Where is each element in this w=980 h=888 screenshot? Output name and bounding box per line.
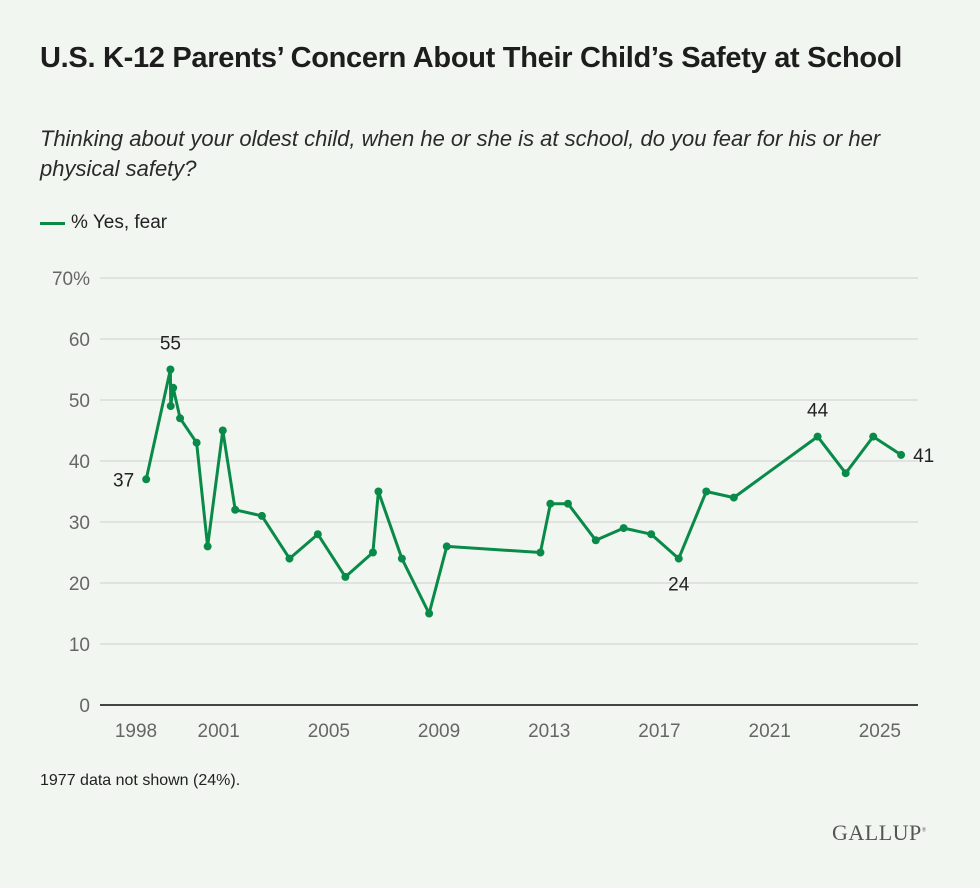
legend-label: % Yes, fear <box>71 212 168 233</box>
data-point <box>702 487 711 496</box>
data-point <box>546 499 555 508</box>
chart-subtitle: Thinking about your oldest child, when h… <box>40 126 881 181</box>
data-point <box>203 542 212 551</box>
data-label: 44 <box>807 401 829 422</box>
data-point <box>257 511 266 520</box>
data-point <box>285 554 294 563</box>
data-point <box>341 572 350 581</box>
x-tick-label: 2025 <box>859 721 901 742</box>
data-point <box>169 383 178 392</box>
data-point <box>374 487 383 496</box>
gallup-logo: GALLUP® <box>832 820 927 845</box>
data-point <box>729 493 738 502</box>
x-tick-label: 2017 <box>638 721 680 742</box>
series-line <box>144 368 902 615</box>
y-tick-label: 20 <box>69 574 90 595</box>
data-point <box>841 469 850 478</box>
data-point <box>142 475 151 484</box>
x-tick-label: 2009 <box>418 721 460 742</box>
data-point <box>176 414 185 423</box>
data-point <box>674 554 683 563</box>
x-tick-label: 2001 <box>198 721 240 742</box>
data-point <box>166 365 175 374</box>
x-tick-label: 2013 <box>528 721 570 742</box>
data-point <box>166 402 175 411</box>
data-point <box>313 530 322 539</box>
data-point <box>192 438 201 447</box>
y-tick-label: 0 <box>79 696 90 717</box>
x-tick-label: 1998 <box>115 721 157 742</box>
x-tick-label: 2021 <box>749 721 791 742</box>
data-point <box>231 505 240 514</box>
chart-title: U.S. K-12 Parents’ Concern About Their C… <box>40 42 903 74</box>
data-label: 37 <box>113 470 134 491</box>
y-tick-label: 60 <box>69 330 90 351</box>
legend-swatch <box>40 221 65 225</box>
data-point <box>813 432 822 441</box>
data-label: 41 <box>913 446 934 467</box>
logo-text: GALLUP <box>832 820 922 845</box>
data-point <box>869 432 878 441</box>
data-label: 55 <box>160 334 181 355</box>
legend: % Yes, fear <box>40 212 167 234</box>
data-point <box>897 450 906 459</box>
data-point <box>397 554 406 563</box>
y-tick-label: 70% <box>52 269 90 290</box>
data-point <box>647 530 656 539</box>
data-point <box>218 426 227 435</box>
data-point <box>591 536 600 545</box>
data-point <box>442 542 451 551</box>
data-point <box>619 524 628 533</box>
data-point <box>563 499 572 508</box>
y-tick-label: 10 <box>69 635 90 656</box>
y-tick-label: 40 <box>69 452 90 473</box>
data-label: 24 <box>668 575 690 596</box>
data-point <box>368 548 377 557</box>
x-tick-label: 2005 <box>308 721 350 742</box>
footnote: 1977 data not shown (24%). <box>40 772 241 789</box>
data-point <box>536 548 545 557</box>
data-point <box>425 609 434 618</box>
y-tick-label: 50 <box>69 391 90 412</box>
y-tick-label: 30 <box>69 513 90 534</box>
